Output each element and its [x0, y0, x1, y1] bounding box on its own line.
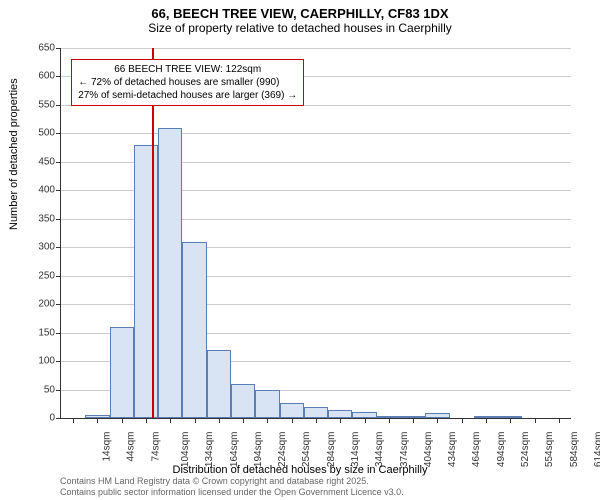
y-tick-label: 250: [23, 270, 55, 281]
y-tick: [56, 162, 61, 163]
y-tick-label: 350: [23, 213, 55, 224]
x-tick: [510, 418, 511, 423]
y-tick-label: 500: [23, 128, 55, 139]
x-tick: [170, 418, 171, 423]
x-axis-title: Distribution of detached houses by size …: [0, 464, 600, 476]
histogram-bar: [158, 128, 182, 418]
callout-line: 27% of semi-detached houses are larger (…: [78, 89, 297, 102]
x-tick-label: 74sqm: [150, 432, 161, 462]
histogram-bar: [182, 242, 206, 418]
y-tick-label: 600: [23, 71, 55, 82]
y-tick: [56, 276, 61, 277]
x-tick: [340, 418, 341, 423]
x-tick: [122, 418, 123, 423]
y-tick: [56, 133, 61, 134]
histogram-bar: [304, 407, 328, 418]
y-tick: [56, 219, 61, 220]
callout-line: ← 72% of detached houses are smaller (99…: [78, 76, 297, 89]
x-tick: [195, 418, 196, 423]
x-tick-label: 164sqm: [229, 432, 240, 468]
y-tick: [56, 76, 61, 77]
y-tick: [56, 333, 61, 334]
x-tick-label: 104sqm: [180, 432, 191, 468]
x-tick-label: 284sqm: [326, 432, 337, 468]
y-tick: [56, 361, 61, 362]
footer-line-2: Contains public sector information licen…: [60, 487, 404, 498]
footer-line-1: Contains HM Land Registry data © Crown c…: [60, 476, 404, 487]
x-tick: [73, 418, 74, 423]
chart-container: 66, BEECH TREE VIEW, CAERPHILLY, CF83 1D…: [0, 0, 600, 500]
plot-area: 0501001502002503003504004505005506006501…: [60, 48, 571, 419]
x-tick: [389, 418, 390, 423]
histogram-bar: [255, 390, 279, 418]
x-tick-label: 404sqm: [423, 432, 434, 468]
y-tick-label: 550: [23, 99, 55, 110]
x-tick-label: 374sqm: [399, 432, 410, 468]
footer-attribution: Contains HM Land Registry data © Crown c…: [60, 476, 404, 498]
x-tick-label: 494sqm: [496, 432, 507, 468]
histogram-bar: [231, 384, 255, 418]
x-tick-label: 314sqm: [350, 432, 361, 468]
x-tick: [413, 418, 414, 423]
y-tick-label: 450: [23, 156, 55, 167]
x-tick-label: 44sqm: [126, 432, 137, 462]
chart-subtitle: Size of property relative to detached ho…: [0, 21, 600, 35]
x-tick-label: 194sqm: [253, 432, 264, 468]
y-tick: [56, 190, 61, 191]
y-tick-label: 200: [23, 299, 55, 310]
gridline: [61, 48, 571, 49]
x-tick-label: 134sqm: [204, 432, 215, 468]
histogram-bar: [207, 350, 231, 418]
x-tick: [437, 418, 438, 423]
y-axis-title: Number of detached properties: [8, 78, 20, 230]
y-tick: [56, 418, 61, 419]
y-tick: [56, 247, 61, 248]
chart-title: 66, BEECH TREE VIEW, CAERPHILLY, CF83 1D…: [0, 6, 600, 21]
y-tick-label: 400: [23, 185, 55, 196]
x-tick-label: 14sqm: [102, 432, 113, 462]
x-tick-label: 554sqm: [544, 432, 555, 468]
y-tick: [56, 304, 61, 305]
x-tick-label: 524sqm: [520, 432, 531, 468]
x-tick-label: 584sqm: [569, 432, 580, 468]
x-tick: [146, 418, 147, 423]
x-tick-label: 464sqm: [472, 432, 483, 468]
y-tick-label: 0: [23, 413, 55, 424]
title-block: 66, BEECH TREE VIEW, CAERPHILLY, CF83 1D…: [0, 0, 600, 35]
x-tick: [365, 418, 366, 423]
x-tick: [267, 418, 268, 423]
histogram-bar: [134, 145, 158, 418]
x-tick-label: 434sqm: [447, 432, 458, 468]
y-tick-label: 100: [23, 356, 55, 367]
y-tick-label: 650: [23, 43, 55, 54]
callout-line: 66 BEECH TREE VIEW: 122sqm: [78, 63, 297, 76]
gridline: [61, 133, 571, 134]
x-tick: [292, 418, 293, 423]
histogram-bar: [328, 410, 352, 418]
x-tick: [243, 418, 244, 423]
x-tick: [486, 418, 487, 423]
x-tick: [97, 418, 98, 423]
histogram-bar: [280, 403, 304, 418]
y-tick-label: 300: [23, 242, 55, 253]
x-tick-label: 254sqm: [302, 432, 313, 468]
y-tick: [56, 48, 61, 49]
x-tick: [462, 418, 463, 423]
y-tick-label: 50: [23, 384, 55, 395]
x-tick: [559, 418, 560, 423]
y-tick: [56, 105, 61, 106]
x-tick-label: 344sqm: [374, 432, 385, 468]
y-tick-label: 150: [23, 327, 55, 338]
x-tick-label: 224sqm: [277, 432, 288, 468]
histogram-bar: [110, 327, 134, 418]
x-tick: [535, 418, 536, 423]
y-tick: [56, 390, 61, 391]
x-tick-label: 614sqm: [593, 432, 600, 468]
x-tick: [316, 418, 317, 423]
callout-box: 66 BEECH TREE VIEW: 122sqm← 72% of detac…: [71, 59, 304, 106]
x-tick: [219, 418, 220, 423]
